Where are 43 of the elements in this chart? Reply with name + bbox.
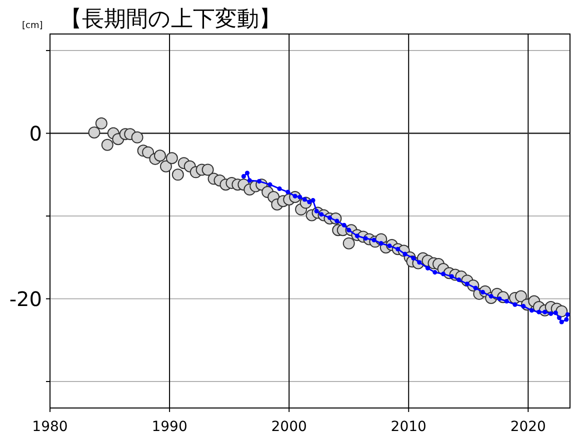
point [449, 274, 454, 279]
point [268, 182, 272, 187]
x-tick-label: 1980 [32, 419, 68, 434]
point [529, 308, 534, 313]
y-tick-label: 0 [29, 121, 42, 146]
point [298, 194, 302, 200]
x-tick-label: 2020 [510, 419, 546, 434]
point [277, 186, 282, 192]
point [440, 272, 446, 276]
point [244, 170, 250, 176]
point [559, 320, 564, 324]
point [497, 296, 502, 302]
point [402, 252, 408, 256]
point [286, 190, 290, 194]
point [564, 317, 569, 322]
point [536, 310, 542, 314]
point [456, 277, 462, 282]
point [425, 266, 430, 270]
point [307, 200, 312, 204]
point [556, 316, 562, 320]
point [565, 312, 570, 317]
point [548, 311, 554, 316]
x-tick-label: 1990 [152, 419, 188, 434]
point [302, 197, 307, 202]
x-tick-label: 2010 [390, 419, 426, 434]
y-axis-title: [cm] [22, 21, 43, 31]
point [411, 256, 416, 261]
point [504, 298, 509, 304]
x-tick-label: 2000 [271, 419, 307, 434]
point [512, 302, 518, 307]
point [432, 270, 438, 275]
point [521, 304, 526, 309]
point [247, 178, 252, 183]
point [464, 282, 470, 286]
point [378, 241, 384, 246]
point [310, 198, 316, 203]
y-tick-label: -20 [9, 286, 42, 311]
point [256, 178, 262, 184]
point [363, 236, 368, 241]
chart-title: 【長期間の上下変動】 [60, 7, 281, 32]
point [342, 222, 346, 228]
point [241, 174, 246, 179]
point [553, 310, 558, 316]
